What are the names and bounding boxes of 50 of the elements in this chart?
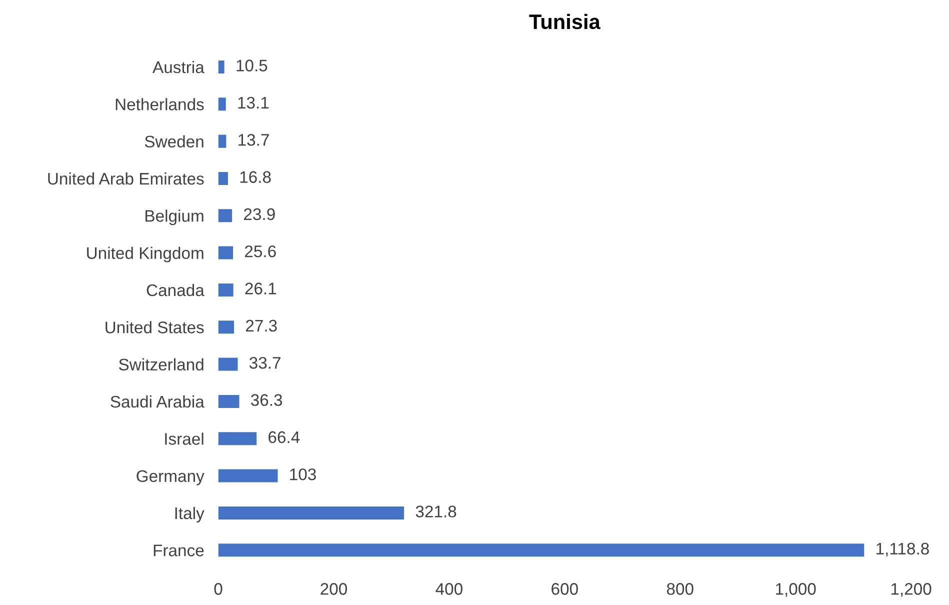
bar [218, 544, 864, 557]
y-tick-label: Canada [146, 284, 204, 296]
bar [218, 320, 234, 334]
y-tick-label: Israel [165, 432, 204, 445]
data-label: 36.3 [250, 394, 282, 406]
data-label: 13.1 [238, 96, 269, 109]
bar [218, 134, 226, 148]
data-label: 25.6 [245, 245, 276, 258]
x-tick-label: 600 [552, 583, 578, 595]
bar [218, 246, 234, 260]
bar [218, 394, 240, 408]
y-tick-label: Austria [152, 60, 204, 74]
y-tick-label: Netherlands [116, 98, 204, 110]
data-label: 13.7 [238, 134, 269, 146]
data-label: 1,118.8 [876, 542, 929, 557]
x-tick-label: 1,200 [891, 583, 932, 597]
chart-title: Tunisia [529, 14, 600, 30]
y-tick-label: United Kingdom [87, 246, 204, 262]
y-tick-label: Saudi Arabia [110, 395, 204, 408]
data-label: 27.3 [246, 320, 277, 332]
bar [218, 432, 257, 446]
data-label: 26.1 [245, 282, 276, 294]
data-label: 33.7 [249, 356, 280, 369]
y-tick-label: Sweden [144, 135, 204, 148]
data-label: 103 [290, 468, 316, 480]
bar [218, 209, 232, 222]
data-label: 16.8 [240, 171, 271, 183]
y-tick-label: Belgium [146, 210, 204, 226]
bar [218, 172, 228, 185]
data-label: 66.4 [268, 431, 300, 444]
y-tick-label: United States [106, 321, 204, 334]
y-tick-label: France [154, 544, 204, 556]
y-tick-label: Switzerland [118, 358, 204, 370]
x-tick-label: 200 [320, 583, 347, 595]
y-tick-label: Italy [175, 506, 204, 522]
data-label: 321.8 [416, 506, 456, 518]
data-label: 10.5 [236, 60, 268, 72]
bar [218, 358, 238, 371]
y-tick-label: United Arab Emirates [48, 172, 204, 185]
x-tick-label: 1,000 [776, 583, 816, 597]
bar [218, 506, 404, 520]
data-label: 23.9 [244, 208, 275, 220]
bar [218, 469, 278, 482]
x-tick-label: 400 [436, 583, 462, 595]
bar [218, 60, 224, 74]
bar [218, 283, 234, 296]
x-tick-label: 0 [214, 583, 222, 595]
y-tick-label: Germany [136, 470, 204, 486]
bar [218, 98, 226, 111]
x-tick-label: 800 [666, 583, 694, 595]
